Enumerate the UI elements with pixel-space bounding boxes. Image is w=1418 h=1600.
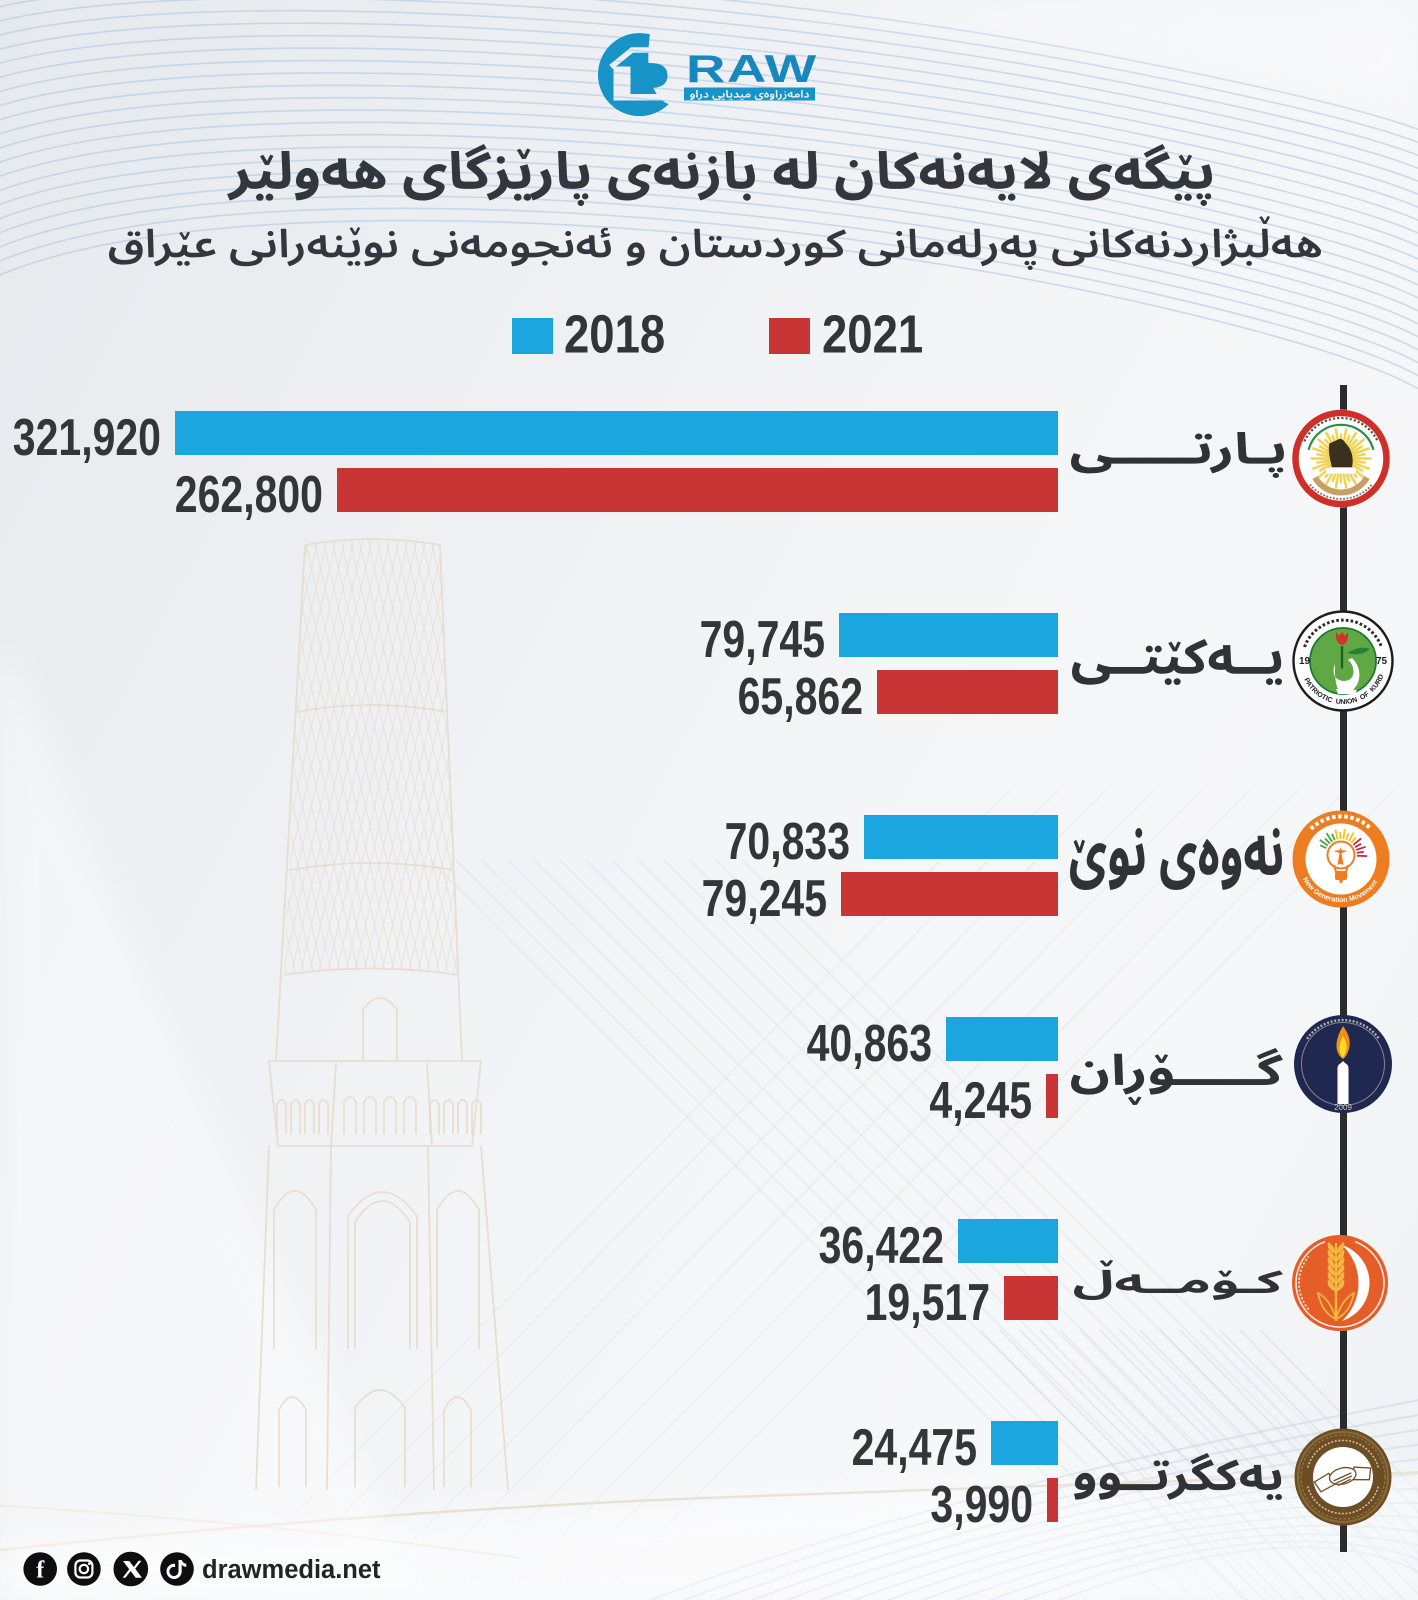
svg-text:f: f — [36, 1558, 45, 1584]
svg-text:2009: 2009 — [1334, 1103, 1352, 1112]
svg-text:drawmedia.net: drawmedia.net — [202, 1556, 381, 1584]
svg-text:75: 75 — [1376, 656, 1388, 667]
svg-text:PATRIOTIC UNION OF KURDISTA: PATRIOTIC UNION OF KURDISTAN — [0, 0, 1385, 706]
svg-text:19: 19 — [1299, 656, 1311, 667]
